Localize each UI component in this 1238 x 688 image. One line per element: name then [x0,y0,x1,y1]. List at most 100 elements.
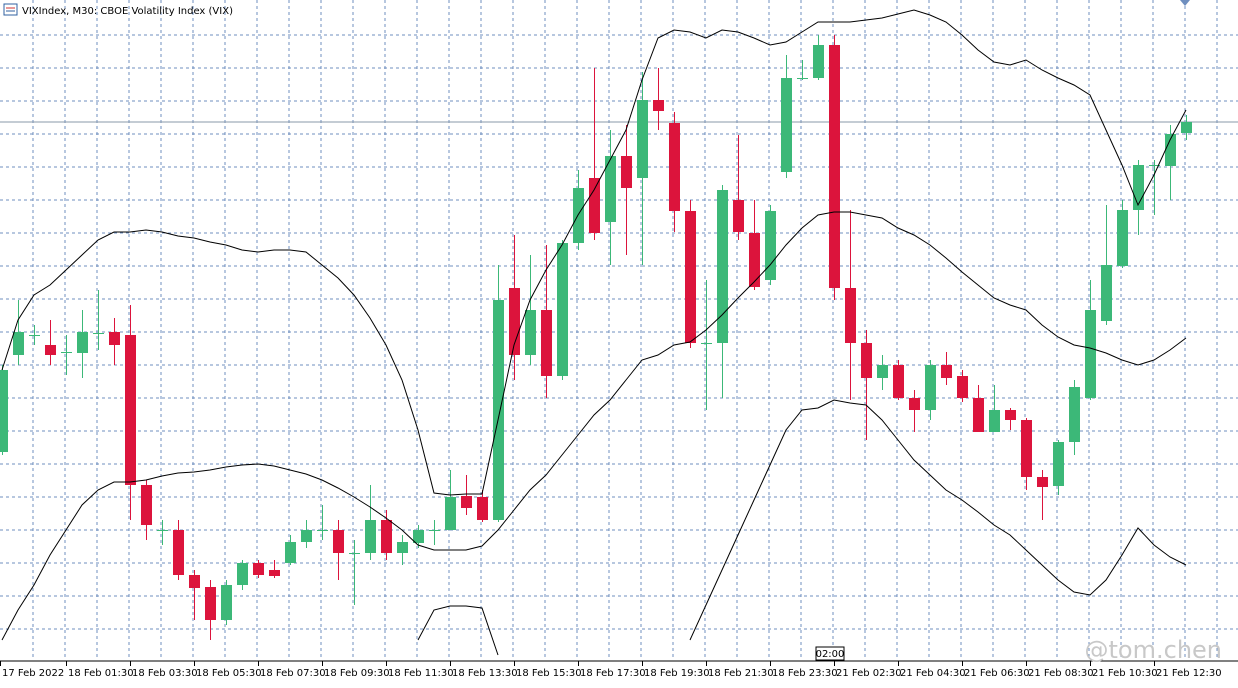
plot [0,9,1238,656]
candle-body [253,563,264,575]
candle-body [765,211,776,280]
candle-body [381,520,392,553]
candle-body [1165,134,1176,166]
candle-body [477,497,488,520]
candle-body [781,78,792,172]
candle-body [701,343,712,344]
x-tick-label: 18 Feb 11:30 [388,668,454,679]
candle-body [269,570,280,576]
candle-body [413,530,424,543]
candle-body [1149,165,1160,166]
candle-body [637,100,648,178]
candle-body [13,332,24,355]
candle-body [653,100,664,111]
candle-body [397,542,408,553]
x-tick-label: 17 Feb 2022 [2,668,64,679]
candle-body [61,352,72,353]
x-tick-label: 18 Feb 23:30 [772,668,838,679]
candle-body [157,530,168,531]
candle-body [1085,310,1096,398]
candle-body [429,530,440,531]
candle-body [1117,210,1128,266]
candle-body [1037,477,1048,487]
x-tick-label: 18 Feb 17:30 [580,668,646,679]
candle-body [1005,410,1016,420]
candle-body [493,300,504,520]
crosshair-label: 02:00 [815,646,845,661]
candle-body [1133,165,1144,210]
candle-body [989,410,1000,432]
candle-body [909,398,920,410]
candle-body [0,370,8,452]
candle-body [589,178,600,233]
candle-body [1101,265,1112,321]
candle-body [93,333,104,334]
candle-body [237,563,248,585]
x-tick-label: 18 Feb 15:30 [516,668,582,679]
candle-body [317,530,328,531]
candle-body [1053,442,1064,486]
x-tick-label: 18 Feb 07:30 [260,668,326,679]
candle-body [925,365,936,410]
candle-body [189,575,200,588]
candle-body [301,530,312,542]
candle-body [29,335,40,336]
band-line [1,9,1187,496]
candle-body [957,376,968,398]
candle-body [77,332,88,353]
candle-body [509,288,520,355]
crosshair-box [815,646,845,661]
x-tick-label: 18 Feb 21:30 [708,668,774,679]
candle-body [941,365,952,378]
title-block: VIXIndex, M30: CBOE Volatility Index (VI… [3,3,233,17]
candle-body [813,45,824,78]
candle-body [205,587,216,620]
x-tick-label: 18 Feb 19:30 [644,668,710,679]
candle-body [973,398,984,432]
candle-body [557,243,568,376]
x-tick-label: 21 Feb 06:30 [964,668,1030,679]
candle-body [621,156,632,188]
candle-body [125,335,136,485]
crosshair-text: 02:00 [816,649,845,660]
x-tick-label: 21 Feb 12:30 [1156,668,1222,679]
candle-body [669,123,680,211]
watermark: @tom.chen [1085,636,1222,664]
x-tick-label: 21 Feb 10:30 [1092,668,1158,679]
candle-body [445,497,456,530]
candle-body [541,310,552,376]
candle-body [605,156,616,222]
x-tick-label: 21 Feb 02:30 [836,668,902,679]
x-tick-label: 18 Feb 01:30 [68,668,134,679]
shift-marker [1180,0,1190,6]
candle-body [829,45,840,288]
x-tick-label: 18 Feb 03:30 [132,668,198,679]
candle-body [45,345,56,355]
candle-body [141,485,152,525]
x-tick-label: 21 Feb 04:30 [900,668,966,679]
candle-body [573,188,584,243]
candle-body [109,332,120,345]
x-tick-label: 18 Feb 13:30 [452,668,518,679]
candle-body [349,553,360,554]
candle-body [877,365,888,378]
candle-body [733,200,744,232]
candle-body [1181,122,1192,133]
band-line [417,399,1187,656]
x-tick-label: 18 Feb 09:30 [324,668,390,679]
candle-body [1021,420,1032,477]
candle-body [797,78,808,79]
chart-icon [3,3,18,16]
candle-body [461,496,472,508]
chart-title: VIXIndex, M30: CBOE Volatility Index (VI… [22,6,233,17]
candle-body [1069,387,1080,442]
candle-body [333,530,344,553]
candle-body [893,365,904,398]
candle-body [285,542,296,563]
candle-body [717,190,728,343]
x-tick-label: 18 Feb 05:30 [196,668,262,679]
candle-body [365,520,376,553]
candle-body [221,585,232,620]
